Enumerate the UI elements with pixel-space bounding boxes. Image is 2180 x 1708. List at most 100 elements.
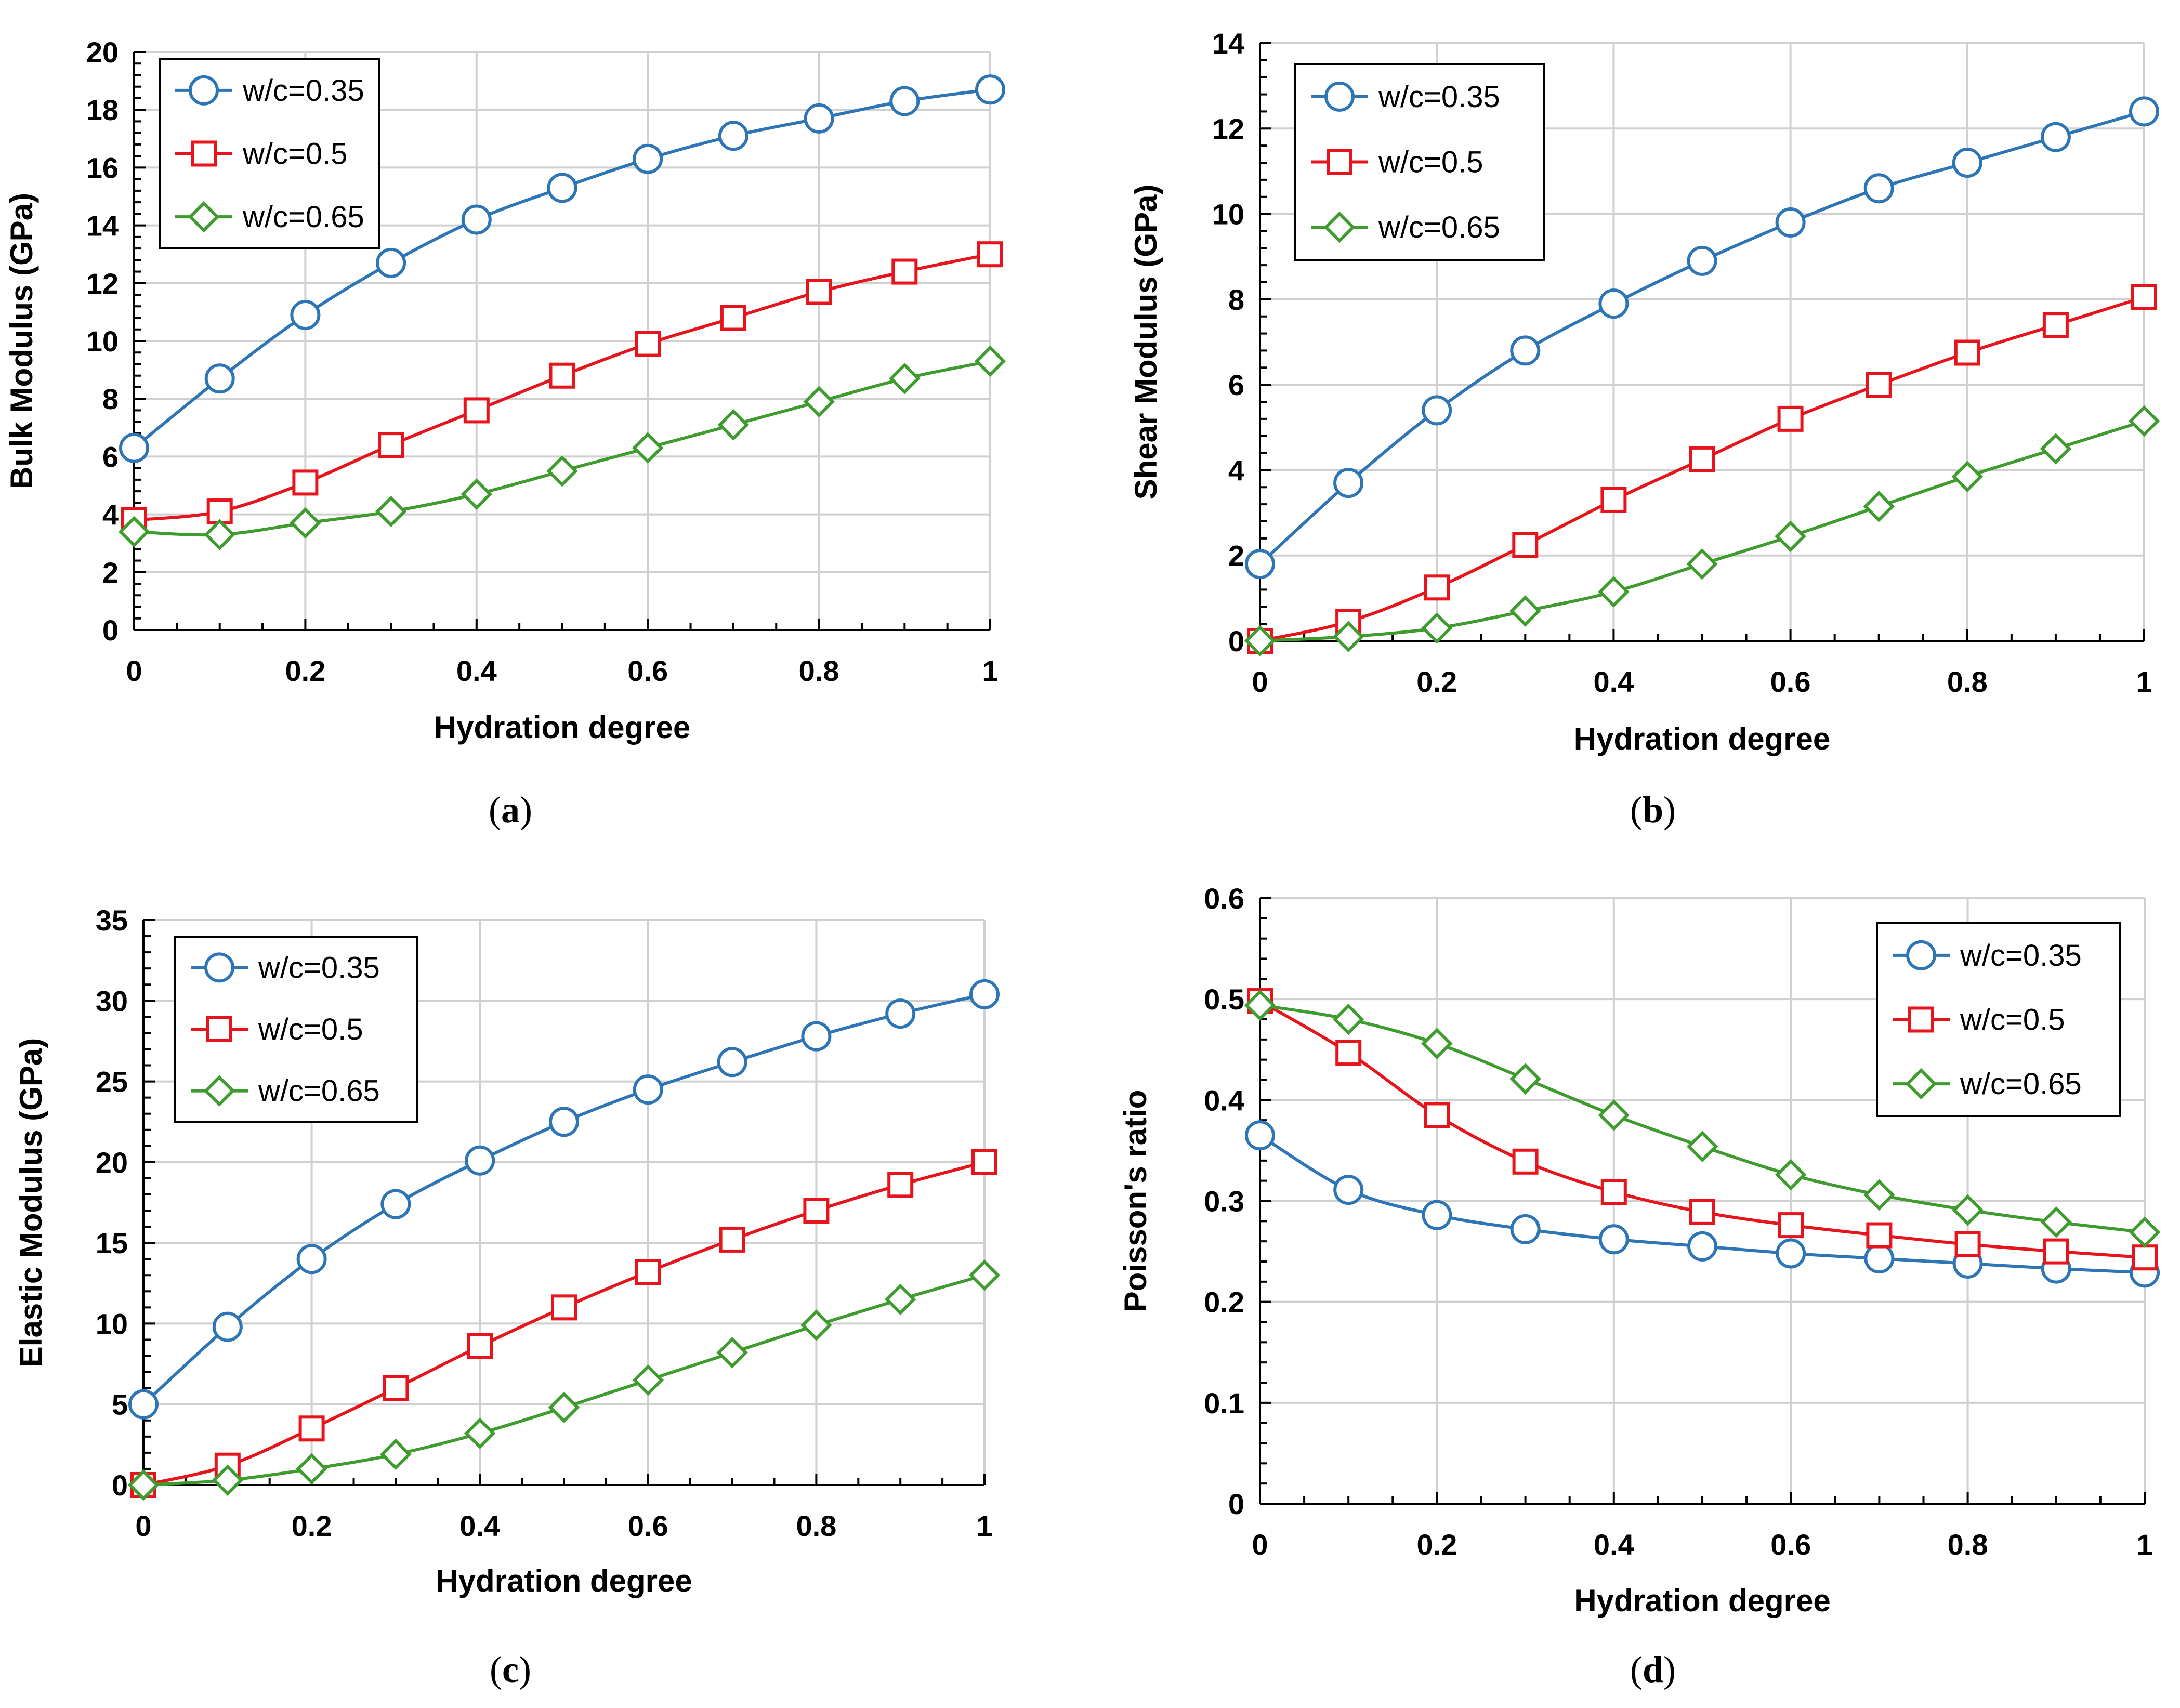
- y-tick-label: 12: [1212, 112, 1244, 145]
- data-point-circle: [1333, 468, 1364, 498]
- chart-panel-c: 0 5 10 15 20 25 30 35 0 0.2 0.4 0.6 0.8 1 Hydration de…: [14, 904, 1001, 1690]
- y-tick-label: 16: [86, 151, 119, 184]
- y-tick-label: 4: [102, 498, 119, 531]
- data-point-circle: [804, 103, 834, 134]
- x-tick-label: 0.2: [292, 1509, 332, 1542]
- legend-label: w/c=0.35: [258, 951, 380, 984]
- y-tick-label: 30: [96, 984, 128, 1017]
- data-point-square: [1866, 372, 1892, 398]
- x-tick-label: 0.6: [628, 1509, 668, 1542]
- data-point-circle: [380, 1189, 411, 1219]
- panel-caption-letter: d: [1643, 1649, 1663, 1690]
- y-tick-label: 2: [1228, 540, 1244, 572]
- data-point-diamond: [1598, 1099, 1630, 1131]
- legend-marker-square: [1908, 1006, 1934, 1033]
- data-point-diamond: [1686, 548, 1718, 580]
- legend-label: w/c=0.5: [242, 137, 348, 171]
- data-point-circle: [1422, 1200, 1452, 1230]
- legend: w/c=0.35 w/c=0.5 w/c=0.65: [174, 936, 418, 1123]
- data-point-square: [635, 331, 661, 357]
- data-point-diamond: [204, 519, 235, 550]
- data-point-diamond: [717, 409, 750, 441]
- y-tick-label: 5: [112, 1388, 128, 1421]
- chart-panel-b: 0 2 4 6 8 10 12 14 0 0.2 0.4 0.6 0.8 1 Hydration degre…: [1128, 27, 2160, 831]
- y-tick-label: 35: [96, 904, 128, 937]
- x-tick-label: 0.8: [1947, 665, 1988, 698]
- y-tick-label: 0: [1228, 1488, 1244, 1520]
- data-point-diamond: [803, 386, 835, 418]
- data-point-square: [1954, 339, 1980, 366]
- y-axis-title: Poisson's ratio: [1118, 1090, 1153, 1312]
- data-point-circle: [801, 1021, 832, 1052]
- data-point-square: [1600, 487, 1627, 513]
- legend-label: w/c=0.65: [1378, 211, 1500, 244]
- panel-caption: (a): [489, 789, 532, 831]
- data-point-circle: [718, 121, 748, 151]
- y-tick-label: 8: [1228, 283, 1244, 316]
- legend-label: w/c=0.35: [1960, 939, 2082, 973]
- data-point-diamond: [716, 1337, 748, 1369]
- legend-label: w/c=0.5: [258, 1013, 363, 1046]
- data-point-circle: [633, 1074, 663, 1105]
- data-point-diamond: [2129, 1216, 2161, 1248]
- legend: w/c=0.35 w/c=0.5 w/c=0.65: [1294, 63, 1545, 261]
- data-point-circle: [969, 979, 1000, 1009]
- data-point-square: [378, 432, 404, 458]
- data-point-circle: [204, 363, 235, 394]
- data-point-square: [292, 469, 319, 496]
- data-point-diamond: [1686, 1131, 1718, 1162]
- legend-label: w/c=0.65: [242, 200, 364, 234]
- data-point-diamond: [968, 1259, 1001, 1291]
- data-point-diamond: [461, 478, 493, 510]
- x-tick-label: 1: [2136, 1528, 2152, 1561]
- x-tick-label: 0.6: [1770, 1528, 1811, 1561]
- y-tick-label: 18: [86, 94, 119, 126]
- legend-marker-circle: [1906, 940, 1936, 970]
- legend: w/c=0.35 w/c=0.5 w/c=0.65: [1876, 922, 2121, 1117]
- data-point-circle: [465, 1145, 495, 1176]
- panel-caption-letter: a: [501, 789, 520, 831]
- x-tick-label: 0.2: [1416, 1528, 1457, 1561]
- y-tick-label: 0.6: [1204, 882, 1244, 915]
- x-tick-label: 0.8: [796, 1509, 836, 1542]
- data-point-diamond: [1244, 625, 1276, 657]
- data-point-circle: [212, 1311, 243, 1342]
- legend-marker-diamond: [1323, 211, 1356, 243]
- data-point-circle: [1422, 395, 1452, 426]
- data-point-circle: [290, 299, 321, 330]
- y-tick-label: 12: [86, 267, 119, 300]
- data-point-diamond: [2128, 405, 2160, 437]
- panel-caption: (d): [1630, 1649, 1676, 1690]
- legend-label: w/c=0.35: [1378, 80, 1500, 114]
- data-point-circle: [461, 204, 492, 235]
- legend-marker-square: [206, 1016, 232, 1042]
- legend-label: w/c=0.5: [1960, 1003, 2065, 1037]
- data-point-square: [719, 1226, 745, 1253]
- x-tick-label: 0.4: [1593, 665, 1634, 698]
- data-point-circle: [1245, 549, 1275, 580]
- y-tick-label: 25: [96, 1066, 128, 1098]
- data-point-square: [551, 1294, 577, 1321]
- x-tick-label: 1: [2136, 665, 2152, 698]
- data-point-square: [887, 1172, 914, 1198]
- y-tick-label: 0.3: [1204, 1185, 1244, 1218]
- data-point-circle: [1510, 335, 1541, 366]
- data-point-circle: [885, 998, 916, 1029]
- legend-label: w/c=0.5: [1378, 146, 1483, 179]
- data-point-diamond: [375, 495, 407, 528]
- data-point-circle: [1598, 288, 1629, 319]
- x-tick-label: 0.2: [285, 654, 325, 687]
- data-point-square: [971, 1149, 997, 1175]
- data-point-circle: [1333, 1175, 1364, 1205]
- data-point-square: [803, 1198, 830, 1224]
- data-point-diamond: [889, 363, 921, 395]
- data-point-circle: [1775, 207, 1806, 238]
- data-point-diamond: [464, 1417, 496, 1449]
- y-axis-title: Bulk Modulus (GPa): [4, 193, 39, 489]
- y-tick-label: 2: [102, 556, 119, 589]
- x-tick-label: 0.4: [456, 654, 497, 687]
- y-axis-title: Elastic Modulus (GPa): [14, 1038, 48, 1367]
- data-point-square: [1778, 1212, 1804, 1239]
- x-tick-label: 0.4: [459, 1509, 500, 1542]
- y-tick-label: 20: [96, 1146, 128, 1179]
